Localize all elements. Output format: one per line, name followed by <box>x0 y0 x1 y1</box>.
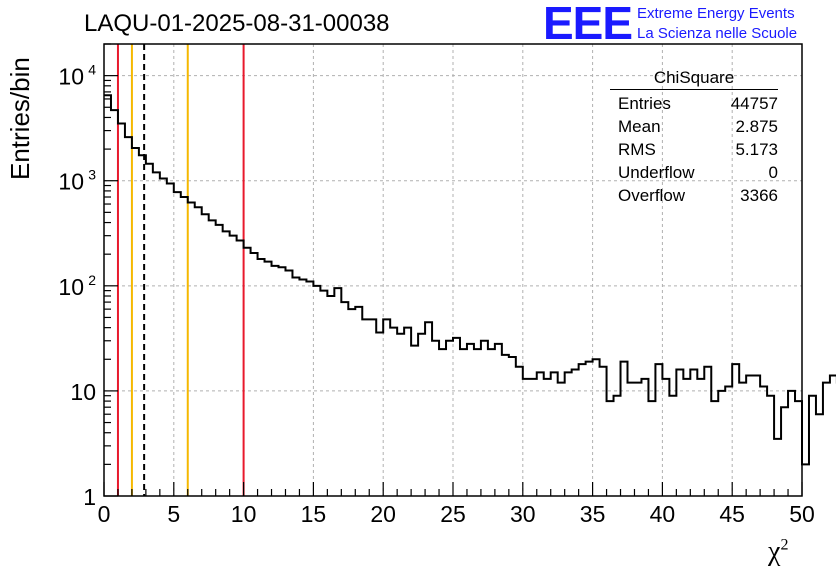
y-axis-label: Entries/bin <box>5 57 35 180</box>
y-tick-label: 10 <box>58 274 84 300</box>
logo-caption: Extreme Energy Events La Scienza nelle S… <box>637 4 797 44</box>
grid-lines <box>104 44 802 496</box>
stats-row-entries: Entries 44757 <box>610 92 778 115</box>
stats-box: ChiSquare Entries 44757 Mean 2.875 RMS 5… <box>610 68 778 207</box>
stats-row-overflow: Overflow 3366 <box>610 184 778 207</box>
stats-label: RMS <box>618 140 656 159</box>
stats-value: 3366 <box>740 186 778 205</box>
y-tick-label: 10 <box>70 379 96 405</box>
stats-title: ChiSquare <box>610 68 778 90</box>
stats-row-rms: RMS 5.173 <box>610 138 778 161</box>
stats-value: 44757 <box>730 94 778 113</box>
x-tick-label: 5 <box>167 501 180 527</box>
x-tick-label: 40 <box>650 501 676 527</box>
x-axis-label: χ2 <box>768 536 788 568</box>
y-tick-label: 10 <box>58 169 84 195</box>
stats-label: Underflow <box>618 163 695 182</box>
stats-value: 2.875 <box>735 117 778 136</box>
y-tick-label: 10 <box>58 64 84 90</box>
x-tick-label: 50 <box>789 501 815 527</box>
stats-label: Overflow <box>618 186 686 205</box>
x-tick-label: 35 <box>580 501 606 527</box>
x-tick-label: 15 <box>301 501 327 527</box>
x-tick-label: 45 <box>719 501 745 527</box>
x-tick-label: 20 <box>370 501 396 527</box>
stats-row-underflow: Underflow 0 <box>610 161 778 184</box>
stats-row-mean: Mean 2.875 <box>610 115 778 138</box>
stats-label: Entries <box>618 94 671 113</box>
run-title: LAQU-01-2025-08-31-00038 <box>84 10 390 37</box>
eee-logo: EEE <box>543 0 633 49</box>
stats-label: Mean <box>618 117 661 136</box>
x-axis-label-sup: 2 <box>780 536 789 554</box>
y-tick-exponent: 2 <box>88 272 96 288</box>
y-tick-label: 1 <box>83 484 96 510</box>
logo-line-1: Extreme Energy Events <box>637 5 795 22</box>
logo-line-2: La Scienza nelle Scuole <box>637 25 798 42</box>
x-tick-label: 25 <box>440 501 466 527</box>
y-tick-exponent: 3 <box>88 167 96 183</box>
stats-value: 5.173 <box>735 140 778 159</box>
x-axis-label-base: χ <box>768 536 781 567</box>
x-tick-label: 10 <box>231 501 257 527</box>
x-tick-label: 30 <box>510 501 536 527</box>
stats-value: 0 <box>768 163 778 182</box>
y-tick-exponent: 4 <box>88 62 96 78</box>
reference-lines <box>116 44 245 496</box>
x-tick-label: 0 <box>98 501 111 527</box>
